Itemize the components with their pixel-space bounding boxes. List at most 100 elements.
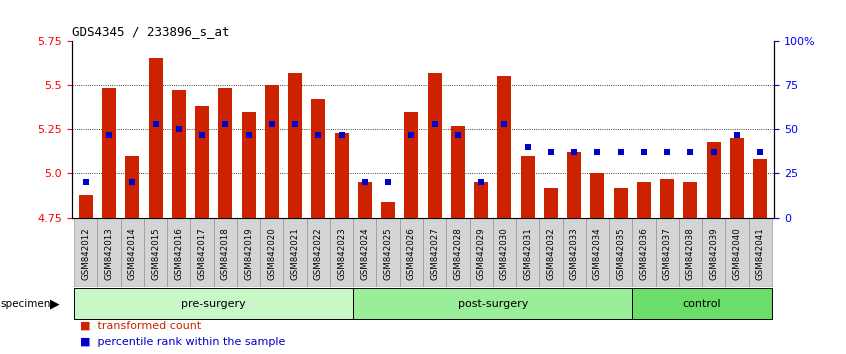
Bar	[591, 173, 604, 218]
Bar	[451, 126, 464, 218]
Bar	[516, 218, 539, 287]
Text: GSM842037: GSM842037	[662, 227, 672, 280]
Bar	[749, 218, 772, 287]
Bar	[283, 218, 307, 287]
Bar	[288, 73, 302, 218]
Bar	[404, 112, 419, 218]
Bar	[567, 152, 581, 218]
Bar	[354, 218, 376, 287]
Bar	[311, 99, 326, 218]
Text: GSM842018: GSM842018	[221, 227, 230, 280]
Text: post-surgery: post-surgery	[458, 298, 528, 309]
Text: GSM842032: GSM842032	[547, 227, 555, 280]
Bar	[539, 218, 563, 287]
Bar	[637, 182, 651, 218]
Bar	[520, 156, 535, 218]
Bar	[497, 76, 511, 218]
Bar	[678, 218, 702, 287]
Text: ▶: ▶	[50, 297, 59, 310]
Text: GSM842016: GSM842016	[174, 227, 184, 280]
Bar	[79, 195, 93, 218]
Text: GSM842019: GSM842019	[244, 227, 253, 280]
Bar	[144, 218, 168, 287]
Bar	[102, 88, 116, 218]
Text: GSM842014: GSM842014	[128, 227, 137, 280]
Bar	[632, 289, 772, 319]
Bar	[382, 202, 395, 218]
Bar	[218, 88, 233, 218]
Bar	[656, 218, 678, 287]
Text: GSM842031: GSM842031	[523, 227, 532, 280]
Text: GSM842015: GSM842015	[151, 227, 160, 280]
Text: GSM842039: GSM842039	[709, 227, 718, 280]
Text: pre-surgery: pre-surgery	[181, 298, 246, 309]
Text: ■  transformed count: ■ transformed count	[80, 321, 201, 331]
Text: GSM842033: GSM842033	[569, 227, 579, 280]
Bar	[423, 218, 446, 287]
Bar	[400, 218, 423, 287]
Bar	[307, 218, 330, 287]
Text: specimen: specimen	[1, 298, 52, 309]
Bar	[354, 289, 632, 319]
Bar	[242, 112, 255, 218]
Bar	[609, 218, 632, 287]
Text: GSM842030: GSM842030	[500, 227, 509, 280]
Text: control: control	[683, 298, 722, 309]
Bar	[470, 218, 492, 287]
Bar	[168, 218, 190, 287]
Bar	[632, 218, 656, 287]
Text: GSM842023: GSM842023	[337, 227, 346, 280]
Bar	[684, 182, 697, 218]
Bar	[195, 106, 209, 218]
Bar	[613, 188, 628, 218]
Text: GSM842040: GSM842040	[733, 227, 741, 280]
Text: GSM842012: GSM842012	[81, 227, 91, 280]
Text: ■  percentile rank within the sample: ■ percentile rank within the sample	[80, 337, 286, 347]
Text: GSM842029: GSM842029	[476, 227, 486, 280]
Bar	[97, 218, 121, 287]
Text: GSM842013: GSM842013	[105, 227, 113, 280]
Text: GSM842021: GSM842021	[291, 227, 299, 280]
Bar	[730, 138, 744, 218]
Bar	[237, 218, 261, 287]
Bar	[702, 218, 725, 287]
Bar	[172, 90, 186, 218]
Bar	[725, 218, 749, 287]
Bar	[376, 218, 400, 287]
Bar	[335, 133, 349, 218]
Bar	[358, 182, 372, 218]
Text: GSM842028: GSM842028	[453, 227, 463, 280]
Bar	[706, 142, 721, 218]
Text: GSM842020: GSM842020	[267, 227, 277, 280]
Bar	[446, 218, 470, 287]
Text: GSM842038: GSM842038	[686, 227, 695, 280]
Text: GDS4345 / 233896_s_at: GDS4345 / 233896_s_at	[72, 25, 229, 38]
Text: GSM842041: GSM842041	[755, 227, 765, 280]
Bar	[474, 182, 488, 218]
Bar	[125, 156, 140, 218]
Text: GSM842036: GSM842036	[640, 227, 648, 280]
Bar	[265, 85, 279, 218]
Bar	[261, 218, 283, 287]
Text: GSM842026: GSM842026	[407, 227, 416, 280]
Bar	[74, 289, 354, 319]
Text: GSM842022: GSM842022	[314, 227, 323, 280]
Bar	[190, 218, 214, 287]
Bar	[563, 218, 585, 287]
Text: GSM842025: GSM842025	[383, 227, 393, 280]
Bar	[214, 218, 237, 287]
Bar	[492, 218, 516, 287]
Bar	[753, 159, 767, 218]
Text: GSM842024: GSM842024	[360, 227, 370, 280]
Bar	[121, 218, 144, 287]
Text: GSM842017: GSM842017	[198, 227, 206, 280]
Bar	[544, 188, 558, 218]
Bar	[149, 58, 162, 218]
Text: GSM842027: GSM842027	[430, 227, 439, 280]
Bar	[427, 73, 442, 218]
Bar	[74, 218, 97, 287]
Bar	[585, 218, 609, 287]
Text: GSM842034: GSM842034	[593, 227, 602, 280]
Bar	[660, 179, 674, 218]
Bar	[330, 218, 354, 287]
